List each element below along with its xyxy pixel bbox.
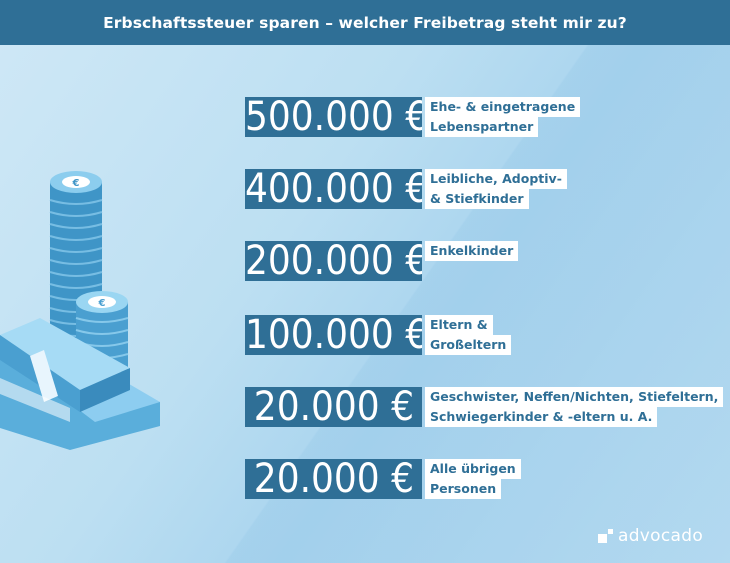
- allowance-row-spouses: 500.000 € Ehe- & eingetragene Lebenspart…: [245, 97, 581, 137]
- allowance-label: Alle übrigen Personen: [425, 459, 521, 499]
- coin-stack-tall-icon: €: [49, 171, 103, 352]
- allowance-row-parents: 100.000 € Eltern & Großeltern: [245, 315, 512, 355]
- allowance-label-line: Großeltern: [425, 335, 512, 355]
- allowance-label-line: Schwiegerkinder & -eltern u. A.: [425, 407, 658, 427]
- svg-text:€: €: [72, 178, 80, 189]
- allowance-label-line: Eltern &: [425, 315, 493, 335]
- allowance-amount: 500.000 €: [245, 97, 422, 137]
- header-bar: Erbschaftssteuer sparen – welcher Freibe…: [0, 0, 730, 45]
- coin-stack-short-icon: €: [75, 291, 129, 372]
- allowance-label-line: Alle übrigen: [425, 459, 521, 479]
- allowance-row-others: 20.000 € Alle übrigen Personen: [245, 459, 521, 499]
- page-title: Erbschaftssteuer sparen – welcher Freibe…: [103, 13, 627, 32]
- allowance-row-siblings: 20.000 € Geschwister, Neffen/Nichten, St…: [245, 387, 724, 427]
- allowance-row-children: 400.000 € Leibliche, Adoptiv- & Stiefkin…: [245, 169, 567, 209]
- allowance-label-line: Ehe- & eingetragene: [425, 97, 581, 117]
- allowance-label-line: Enkelkinder: [425, 241, 519, 261]
- allowance-amount: 20.000 €: [245, 459, 422, 499]
- allowance-amount: 400.000 €: [245, 169, 422, 209]
- allowance-label-line: & Stiefkinder: [425, 189, 529, 209]
- euro-coins-and-banknotes-icon: € €: [0, 171, 160, 450]
- allowance-label: Enkelkinder: [425, 241, 519, 261]
- allowance-label-line: Leibliche, Adoptiv-: [425, 169, 567, 189]
- allowance-amount: 20.000 €: [245, 387, 422, 427]
- allowance-row-grandchildren: 200.000 € Enkelkinder: [245, 241, 519, 281]
- svg-text:€: €: [98, 298, 106, 309]
- allowance-label: Leibliche, Adoptiv- & Stiefkinder: [425, 169, 567, 209]
- allowance-amount: 100.000 €: [245, 315, 422, 355]
- advocado-logo-icon: [598, 529, 613, 543]
- allowance-label: Ehe- & eingetragene Lebenspartner: [425, 97, 581, 137]
- allowance-label-line: Personen: [425, 479, 502, 499]
- advocado-logo: advocado: [598, 526, 703, 546]
- allowance-amount: 200.000 €: [245, 241, 422, 281]
- allowance-label: Eltern & Großeltern: [425, 315, 512, 355]
- allowance-label-line: Geschwister, Neffen/Nichten, Stiefeltern…: [425, 387, 724, 407]
- allowance-label-line: Lebenspartner: [425, 117, 539, 137]
- logo-text: advocado: [618, 526, 704, 546]
- banknote-bundle-icon: [0, 318, 160, 450]
- allowance-label: Geschwister, Neffen/Nichten, Stiefeltern…: [425, 387, 724, 427]
